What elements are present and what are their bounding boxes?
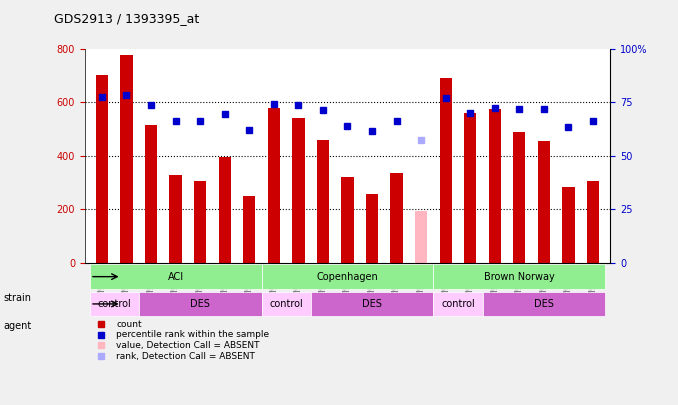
Text: DES: DES (534, 299, 554, 309)
FancyBboxPatch shape (433, 292, 483, 316)
FancyBboxPatch shape (311, 292, 433, 316)
Text: control: control (441, 299, 475, 309)
FancyBboxPatch shape (433, 264, 605, 289)
Text: control: control (269, 299, 303, 309)
Text: count: count (117, 320, 142, 328)
Bar (587, 181, 599, 263)
FancyBboxPatch shape (483, 292, 605, 316)
Bar (317, 140, 329, 263)
Text: Copenhagen: Copenhagen (317, 272, 378, 281)
Text: Brown Norway: Brown Norway (484, 272, 555, 281)
Bar (415, 211, 427, 263)
Text: agent: agent (3, 321, 32, 331)
Bar (538, 141, 550, 263)
Bar (170, 175, 182, 263)
Bar (194, 181, 206, 263)
Bar (489, 109, 501, 263)
Text: GDS2913 / 1393395_at: GDS2913 / 1393395_at (54, 12, 199, 25)
FancyBboxPatch shape (262, 292, 311, 316)
Bar (218, 157, 231, 263)
FancyBboxPatch shape (89, 292, 139, 316)
Text: control: control (98, 299, 131, 309)
Bar (243, 196, 256, 263)
Text: DES: DES (191, 299, 210, 309)
FancyBboxPatch shape (139, 292, 262, 316)
Bar (464, 113, 477, 263)
Bar (121, 55, 133, 263)
Text: value, Detection Call = ABSENT: value, Detection Call = ABSENT (117, 341, 260, 350)
Bar (513, 132, 525, 263)
Bar (562, 187, 574, 263)
Bar (341, 177, 354, 263)
Text: DES: DES (362, 299, 382, 309)
FancyBboxPatch shape (262, 264, 433, 289)
Bar (268, 108, 280, 263)
Bar (96, 75, 108, 263)
Text: rank, Detection Call = ABSENT: rank, Detection Call = ABSENT (117, 352, 255, 361)
Bar (292, 118, 304, 263)
Bar (391, 173, 403, 263)
Text: ACI: ACI (167, 272, 184, 281)
FancyBboxPatch shape (89, 264, 262, 289)
Bar (366, 194, 378, 263)
Bar (145, 125, 157, 263)
Bar (439, 78, 452, 263)
Text: strain: strain (3, 293, 31, 303)
Text: percentile rank within the sample: percentile rank within the sample (117, 330, 269, 339)
